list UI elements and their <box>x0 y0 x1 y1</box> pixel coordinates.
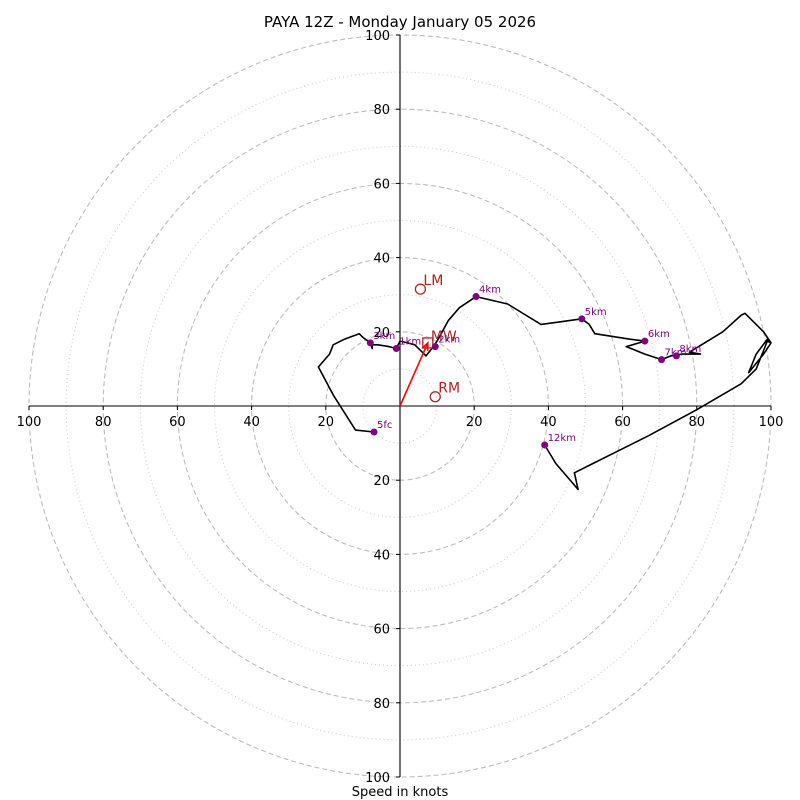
level-point-5km <box>578 315 586 323</box>
level-point-4km <box>472 293 480 301</box>
y-tick-label: 60 <box>373 177 390 192</box>
level-label-6km: 6km <box>648 329 670 340</box>
wind-profile <box>317 295 772 491</box>
y-tick-label: 80 <box>373 697 390 712</box>
height-levels: 5fc1km2km3km4km5km6km7km8km12km <box>366 285 701 449</box>
mean-wind-marker <box>422 337 434 349</box>
level-label-3km: 3km <box>373 331 395 342</box>
level-point-5fc <box>370 428 378 436</box>
x-tick-label: 40 <box>540 415 557 430</box>
level-point-1km <box>392 344 400 352</box>
y-tick-label: 40 <box>373 548 390 563</box>
y-tick-label: 100 <box>365 771 390 786</box>
mean-wind-vector <box>399 342 429 407</box>
x-tick-label: 20 <box>466 415 483 430</box>
level-point-6km <box>641 337 649 345</box>
level-point-2km <box>431 343 439 351</box>
level-point-7km <box>658 356 666 364</box>
x-tick-label: 40 <box>243 415 260 430</box>
level-label-12km: 12km <box>548 433 576 444</box>
right-mover-marker <box>429 391 441 403</box>
level-label-1km: 1km <box>399 336 421 347</box>
y-tick-label: 20 <box>373 474 390 489</box>
left-mover-label: LM <box>423 273 443 289</box>
level-label-5fc: 5fc <box>377 420 392 431</box>
wind-profile-line <box>317 295 772 491</box>
tick-labels: 100 80 60 40 20 20 40 60 80 100 20 40 60 80 100 20 40 60 8… <box>17 29 784 786</box>
chart-title: PAYA 12Z - Monday January 05 2026 <box>264 13 536 31</box>
x-tick-label: 80 <box>689 415 706 430</box>
level-label-8km: 8km <box>679 344 701 355</box>
y-tick-label: 80 <box>373 103 390 118</box>
x-axis-label: Speed in knots <box>352 785 449 800</box>
x-tick-label: 60 <box>614 415 631 430</box>
level-point-3km <box>366 339 374 347</box>
y-tick-label: 20 <box>373 326 390 341</box>
left-mover-marker <box>414 283 427 295</box>
x-tick-label: 60 <box>169 415 186 430</box>
mean-wind-label: MW <box>431 329 457 345</box>
x-tick-label: 100 <box>759 415 784 430</box>
y-tick-label: 40 <box>373 252 390 267</box>
level-label-5km: 5km <box>585 307 607 318</box>
x-tick-label: 100 <box>17 415 42 430</box>
y-tick-label: 60 <box>373 623 390 638</box>
x-tick-label: 20 <box>318 415 335 430</box>
right-mover-label: RM <box>438 381 460 397</box>
level-point-12km <box>541 441 549 449</box>
x-tick-label: 80 <box>95 415 112 430</box>
level-point-8km <box>672 352 680 360</box>
level-label-4km: 4km <box>479 285 501 296</box>
storm-motion: LM RM MW <box>399 273 460 407</box>
y-tick-label: 100 <box>365 29 390 44</box>
level-label-2km: 2km <box>438 335 460 346</box>
